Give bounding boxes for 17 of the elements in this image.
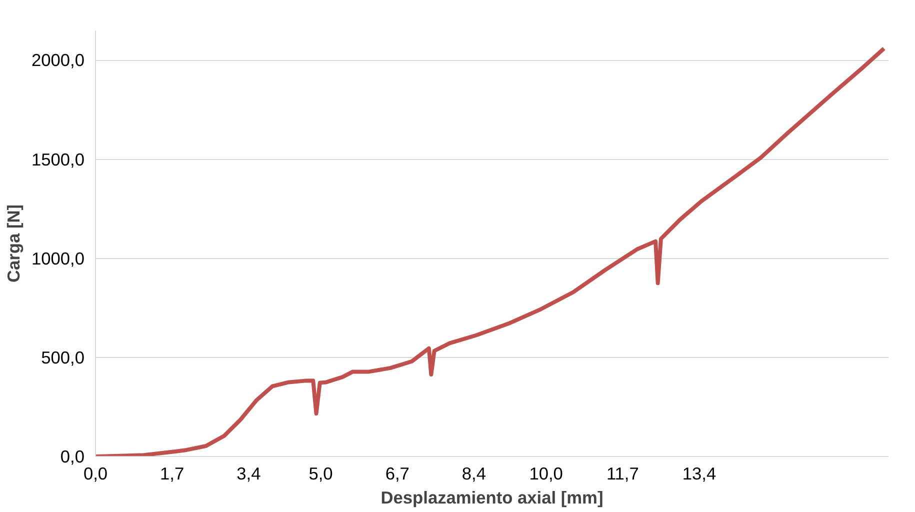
y-axis-title: Carga [N] [4, 204, 24, 282]
y-tick-label: 500,0 [41, 347, 85, 368]
x-tick-label: 10,0 [529, 464, 563, 484]
y-tick-label: 1000,0 [32, 248, 84, 268]
x-tick-label: 11,7 [606, 464, 639, 484]
x-tick-label: 3,4 [236, 464, 262, 484]
x-tick-label: 6,7 [385, 464, 410, 484]
x-tick-label: 5,0 [308, 464, 333, 484]
line-series [96, 46, 886, 456]
x-tick-label: 8,4 [462, 464, 486, 484]
x-tick-label: 13,4 [682, 464, 716, 484]
x-tick-label: 1,7 [160, 464, 184, 484]
y-tick-label: 2000,0 [32, 50, 84, 70]
x-tick-label: 0,0 [83, 464, 108, 484]
y-tick-label: 0,0 [60, 446, 85, 466]
y-tick-label: 1500,0 [32, 149, 84, 170]
x-axis-title: Desplazamiento axial [mm] [380, 488, 604, 508]
